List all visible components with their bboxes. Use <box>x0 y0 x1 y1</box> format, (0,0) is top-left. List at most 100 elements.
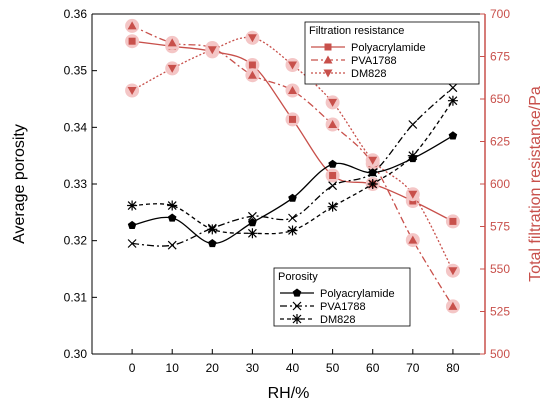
legend-marker <box>323 69 333 78</box>
data-point-60 <box>368 168 378 178</box>
data-point-30 <box>245 30 260 45</box>
data-point-30 <box>247 228 258 239</box>
legend-entry-pva1788: PVA1788 <box>280 301 366 313</box>
legend-entry-polyacrylamide: Polyacrylamide <box>311 42 426 54</box>
legend-box <box>304 21 480 85</box>
right-tick-label: 700 <box>490 7 510 21</box>
series-porosity-polyacrylamide <box>127 131 458 248</box>
data-point-10 <box>167 240 177 250</box>
left-tick-label: 0.34 <box>64 120 88 134</box>
left-tick-label: 0.33 <box>64 177 88 191</box>
data-point-80 <box>445 263 460 278</box>
x-tick-label: 30 <box>246 361 260 375</box>
legend-title: Filtration resistance <box>309 25 404 37</box>
right-tick-label: 575 <box>490 220 510 234</box>
data-point-50 <box>325 168 340 183</box>
data-point-30 <box>247 211 257 221</box>
data-point-80 <box>448 83 458 93</box>
legend-label: DM828 <box>320 314 355 326</box>
data-point-80 <box>448 131 458 140</box>
left-tick-label: 0.30 <box>64 347 88 361</box>
data-point-60 <box>367 179 378 189</box>
series-porosity-pva1788 <box>127 83 458 250</box>
series-line <box>131 25 454 307</box>
data-point-10 <box>167 200 178 211</box>
data-point-80 <box>447 95 458 106</box>
axes-layer: 0.300.310.320.330.340.350.36500525550575… <box>64 7 511 375</box>
x-tick-label: 70 <box>406 361 420 375</box>
legend-entry-dm828: DM828 <box>280 314 355 326</box>
data-point-30 <box>245 58 260 72</box>
right-tick-label: 675 <box>490 50 510 64</box>
legend-marker <box>292 288 302 297</box>
legend-entry-polyacrylamide: Polyacrylamide <box>280 288 395 300</box>
data-point-70 <box>408 120 418 129</box>
series-porosity-dm828 <box>127 95 458 239</box>
data-point-20 <box>208 239 217 248</box>
data-point-50 <box>328 181 338 191</box>
data-point-70 <box>407 150 418 161</box>
legend-layer: Filtration resistancePolyacrylamidePVA17… <box>273 21 480 327</box>
data-point-0 <box>125 18 140 33</box>
x-tick-label: 40 <box>286 361 300 375</box>
data-point-30 <box>248 218 257 227</box>
data-point-80 <box>445 214 460 229</box>
data-point-10 <box>167 213 177 222</box>
data-point-20 <box>205 42 220 57</box>
legend-marker <box>324 43 332 51</box>
legend-label: DM828 <box>351 68 386 80</box>
right-tick-label: 650 <box>490 92 510 106</box>
legend-label: Polyacrylamide <box>351 42 426 54</box>
legend-label: Polyacrylamide <box>320 288 395 300</box>
series-filtration-resistance-dm828 <box>125 30 460 278</box>
x-tick-label: 0 <box>129 361 136 375</box>
legend-marker <box>292 314 302 324</box>
data-point-50 <box>325 95 340 110</box>
data-point-40 <box>288 213 297 223</box>
legend-entry-dm828: DM828 <box>311 68 386 80</box>
data-point-50 <box>328 159 337 168</box>
data-point-0 <box>125 83 140 98</box>
x-tick-label: 10 <box>166 361 180 375</box>
right-tick-label: 500 <box>490 347 510 361</box>
legend-title: Porosity <box>278 271 318 283</box>
right-axis-title: Total filtration resistance/Pa <box>527 86 544 282</box>
data-point-40 <box>288 193 297 202</box>
legend-marker <box>323 55 333 64</box>
right-tick-label: 525 <box>490 305 510 319</box>
x-tick-label: 20 <box>206 361 220 375</box>
left-tick-label: 0.31 <box>64 290 88 304</box>
data-point-30 <box>245 68 260 83</box>
data-point-40 <box>285 112 300 127</box>
data-point-0 <box>127 239 137 248</box>
data-point-80 <box>445 299 460 314</box>
left-tick-label: 0.35 <box>64 64 88 78</box>
data-point-70 <box>405 233 420 248</box>
x-tick-label: 80 <box>446 361 460 375</box>
right-tick-label: 600 <box>490 177 510 191</box>
data-point-40 <box>287 225 298 236</box>
data-point-50 <box>327 201 338 212</box>
legend-entry-pva1788: PVA1788 <box>311 55 397 67</box>
legend-label: PVA1788 <box>320 301 366 313</box>
data-point-10 <box>165 35 180 50</box>
left-tick-label: 0.36 <box>64 7 88 21</box>
data-point-60 <box>365 153 380 168</box>
right-tick-label: 550 <box>490 262 510 276</box>
data-point-40 <box>285 83 300 98</box>
data-point-50 <box>325 117 340 132</box>
data-point-0 <box>125 34 140 49</box>
data-point-10 <box>165 61 180 76</box>
left-tick-label: 0.32 <box>64 234 88 248</box>
data-point-70 <box>405 187 420 202</box>
data-point-0 <box>127 220 137 229</box>
legend-filtration-resistance: Filtration resistance PolyacrylamidePVA17… <box>304 21 480 85</box>
x-tick-label: 60 <box>366 361 380 375</box>
right-tick-label: 625 <box>490 135 510 149</box>
x-tick-label: 50 <box>326 361 340 375</box>
left-axis-title: Average porosity <box>11 124 28 244</box>
x-axis-title: RH/% <box>268 385 310 402</box>
data-point-40 <box>285 58 300 72</box>
data-point-20 <box>207 224 218 235</box>
